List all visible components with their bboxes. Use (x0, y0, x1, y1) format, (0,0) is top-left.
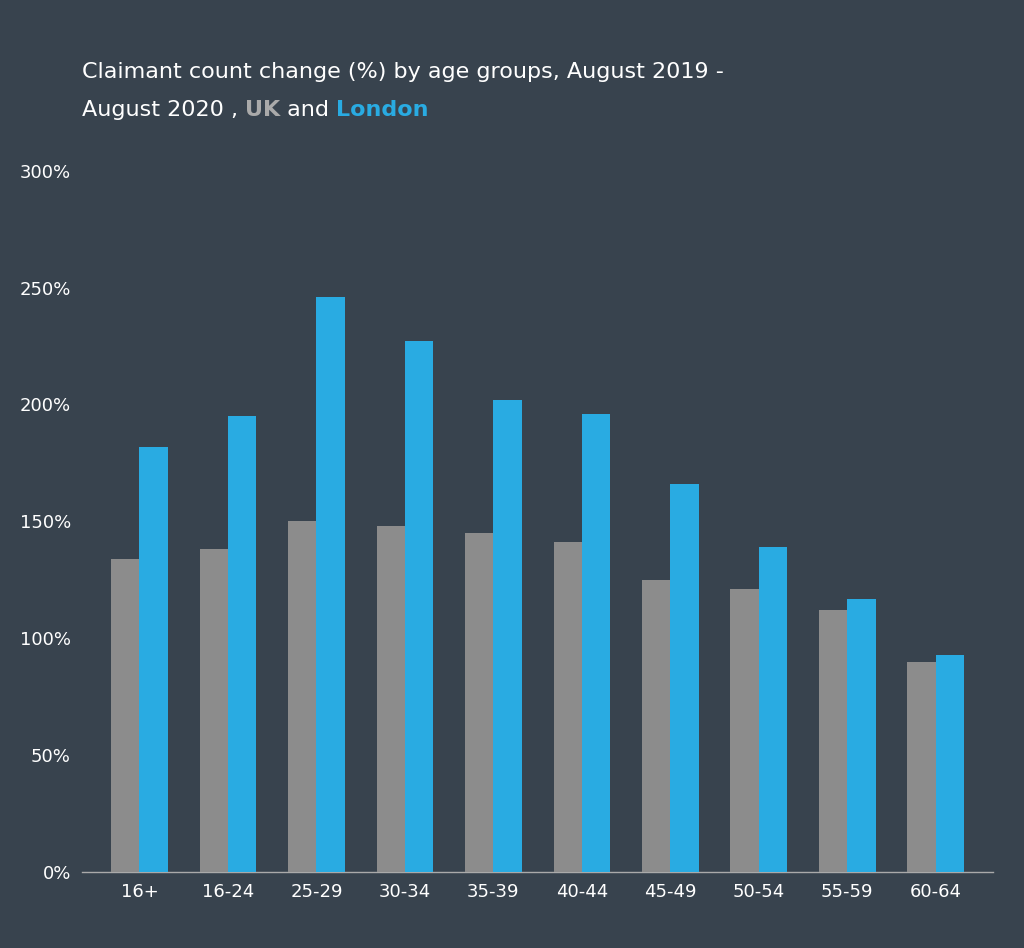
Bar (936, 655, 964, 872)
Text: UK: UK (245, 100, 281, 119)
Bar (671, 484, 698, 872)
Text: London: London (336, 100, 429, 119)
Bar (730, 590, 759, 872)
Bar (907, 662, 936, 872)
Bar (582, 414, 610, 872)
Bar (139, 447, 168, 872)
Text: Claimant count change (%) by age groups, August 2019 -: Claimant count change (%) by age groups,… (82, 62, 724, 82)
Bar (228, 416, 256, 872)
Text: and: and (281, 100, 336, 119)
Bar (465, 533, 494, 872)
Bar (819, 611, 847, 872)
Bar (554, 542, 582, 872)
Bar (642, 580, 671, 872)
Bar (847, 598, 876, 872)
Text: August 2020 ,: August 2020 , (82, 100, 245, 119)
Bar (404, 341, 433, 872)
Bar (112, 558, 139, 872)
Bar (377, 526, 404, 872)
Bar (288, 521, 316, 872)
Bar (316, 297, 345, 872)
Bar (494, 400, 521, 872)
Bar (200, 550, 228, 872)
Bar (759, 547, 787, 872)
